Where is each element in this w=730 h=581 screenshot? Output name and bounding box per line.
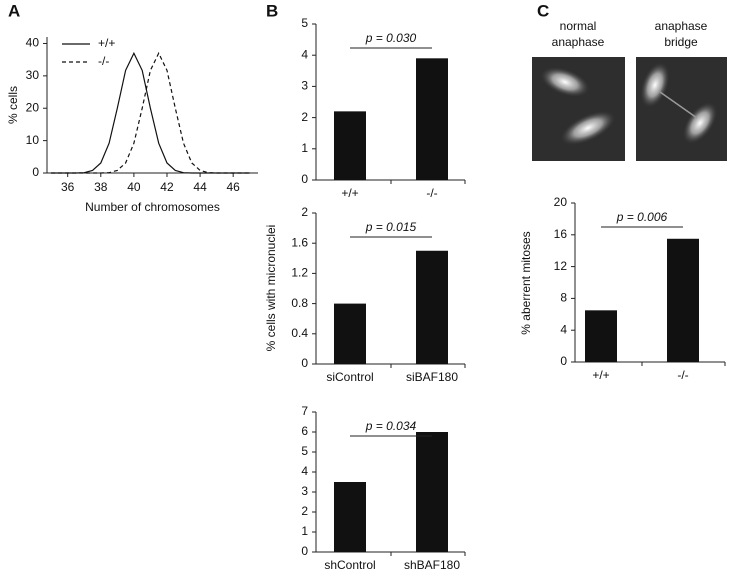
x-tick-label: shControl <box>324 558 375 572</box>
y-tick-label: 2 <box>301 110 308 124</box>
x-tick-label: +/+ <box>592 368 609 382</box>
x-tick-label: +/+ <box>341 186 358 200</box>
x-tick-label: -/- <box>677 368 688 382</box>
line-series <box>51 51 250 174</box>
x-tick-label: 40 <box>127 180 141 194</box>
y-tick-label: 0.8 <box>291 296 308 310</box>
y-axis-label: % cells with micronuclei <box>264 225 278 352</box>
p-value: p = 0.006 <box>616 210 668 224</box>
y-tick-label: 0 <box>560 354 567 368</box>
x-tick-label: 42 <box>160 180 174 194</box>
micrograph-bridge <box>636 57 727 161</box>
x-tick-label: 44 <box>193 180 207 194</box>
bar <box>416 250 448 364</box>
y-tick-label: 5 <box>301 16 308 30</box>
y-tick-label: 1 <box>301 524 308 538</box>
y-tick-label: 0 <box>301 356 308 370</box>
p-value: p = 0.015 <box>365 220 417 234</box>
image-label: anaphase bridge <box>655 19 708 49</box>
y-tick-label: 1.2 <box>291 266 308 280</box>
image-label: normal anaphase <box>552 19 605 49</box>
y-tick-label: 30 <box>26 68 40 82</box>
y-tick-label: 3 <box>301 484 308 498</box>
panel-letter: A <box>8 1 20 20</box>
y-tick-label: 7 <box>301 404 308 418</box>
y-tick-label: 3 <box>301 79 308 93</box>
y-axis-label: % aberrent mitoses <box>519 231 533 334</box>
y-tick-label: 16 <box>554 227 568 241</box>
y-tick-label: 40 <box>26 36 40 50</box>
legend-label: +/+ <box>98 36 115 50</box>
bar <box>416 432 448 552</box>
panel-letter: C <box>537 1 549 20</box>
y-tick-label: 2 <box>301 504 308 518</box>
y-tick-label: 1 <box>301 141 308 155</box>
y-tick-label: 20 <box>26 100 40 114</box>
micrograph-normal <box>532 57 625 161</box>
y-tick-label: 12 <box>554 259 568 273</box>
y-tick-label: 10 <box>26 133 40 147</box>
y-tick-label: 20 <box>554 195 568 209</box>
bar <box>334 482 366 552</box>
y-tick-label: 0 <box>301 172 308 186</box>
bar <box>667 238 699 362</box>
bar <box>416 58 448 180</box>
y-tick-label: 8 <box>560 291 567 305</box>
line-series <box>51 51 250 174</box>
x-tick-label: siBAF180 <box>406 370 458 384</box>
bar <box>585 310 617 362</box>
x-tick-label: shBAF180 <box>404 558 460 572</box>
y-tick-label: 0 <box>301 544 308 558</box>
y-tick-label: 0 <box>32 165 39 179</box>
x-axis-label: Number of chromosomes <box>85 200 220 214</box>
x-tick-label: 36 <box>61 180 75 194</box>
x-tick-label: siControl <box>326 370 373 384</box>
legend-label: -/- <box>98 54 109 68</box>
y-axis-label: % cells <box>6 86 20 124</box>
x-tick-label: -/- <box>426 186 437 200</box>
y-tick-label: 4 <box>301 464 308 478</box>
bar <box>334 111 366 180</box>
y-tick-label: 5 <box>301 444 308 458</box>
y-tick-label: 4 <box>560 322 567 336</box>
p-value: p = 0.030 <box>365 31 417 45</box>
y-tick-label: 6 <box>301 424 308 438</box>
x-tick-label: 38 <box>94 180 108 194</box>
x-tick-label: 46 <box>226 180 240 194</box>
y-tick-label: 2 <box>301 205 308 219</box>
bar <box>334 303 366 364</box>
y-tick-label: 1.6 <box>291 235 308 249</box>
panel-letter: B <box>266 1 278 20</box>
y-tick-label: 4 <box>301 47 308 61</box>
y-tick-label: 0.4 <box>291 326 308 340</box>
p-value: p = 0.034 <box>365 419 417 433</box>
